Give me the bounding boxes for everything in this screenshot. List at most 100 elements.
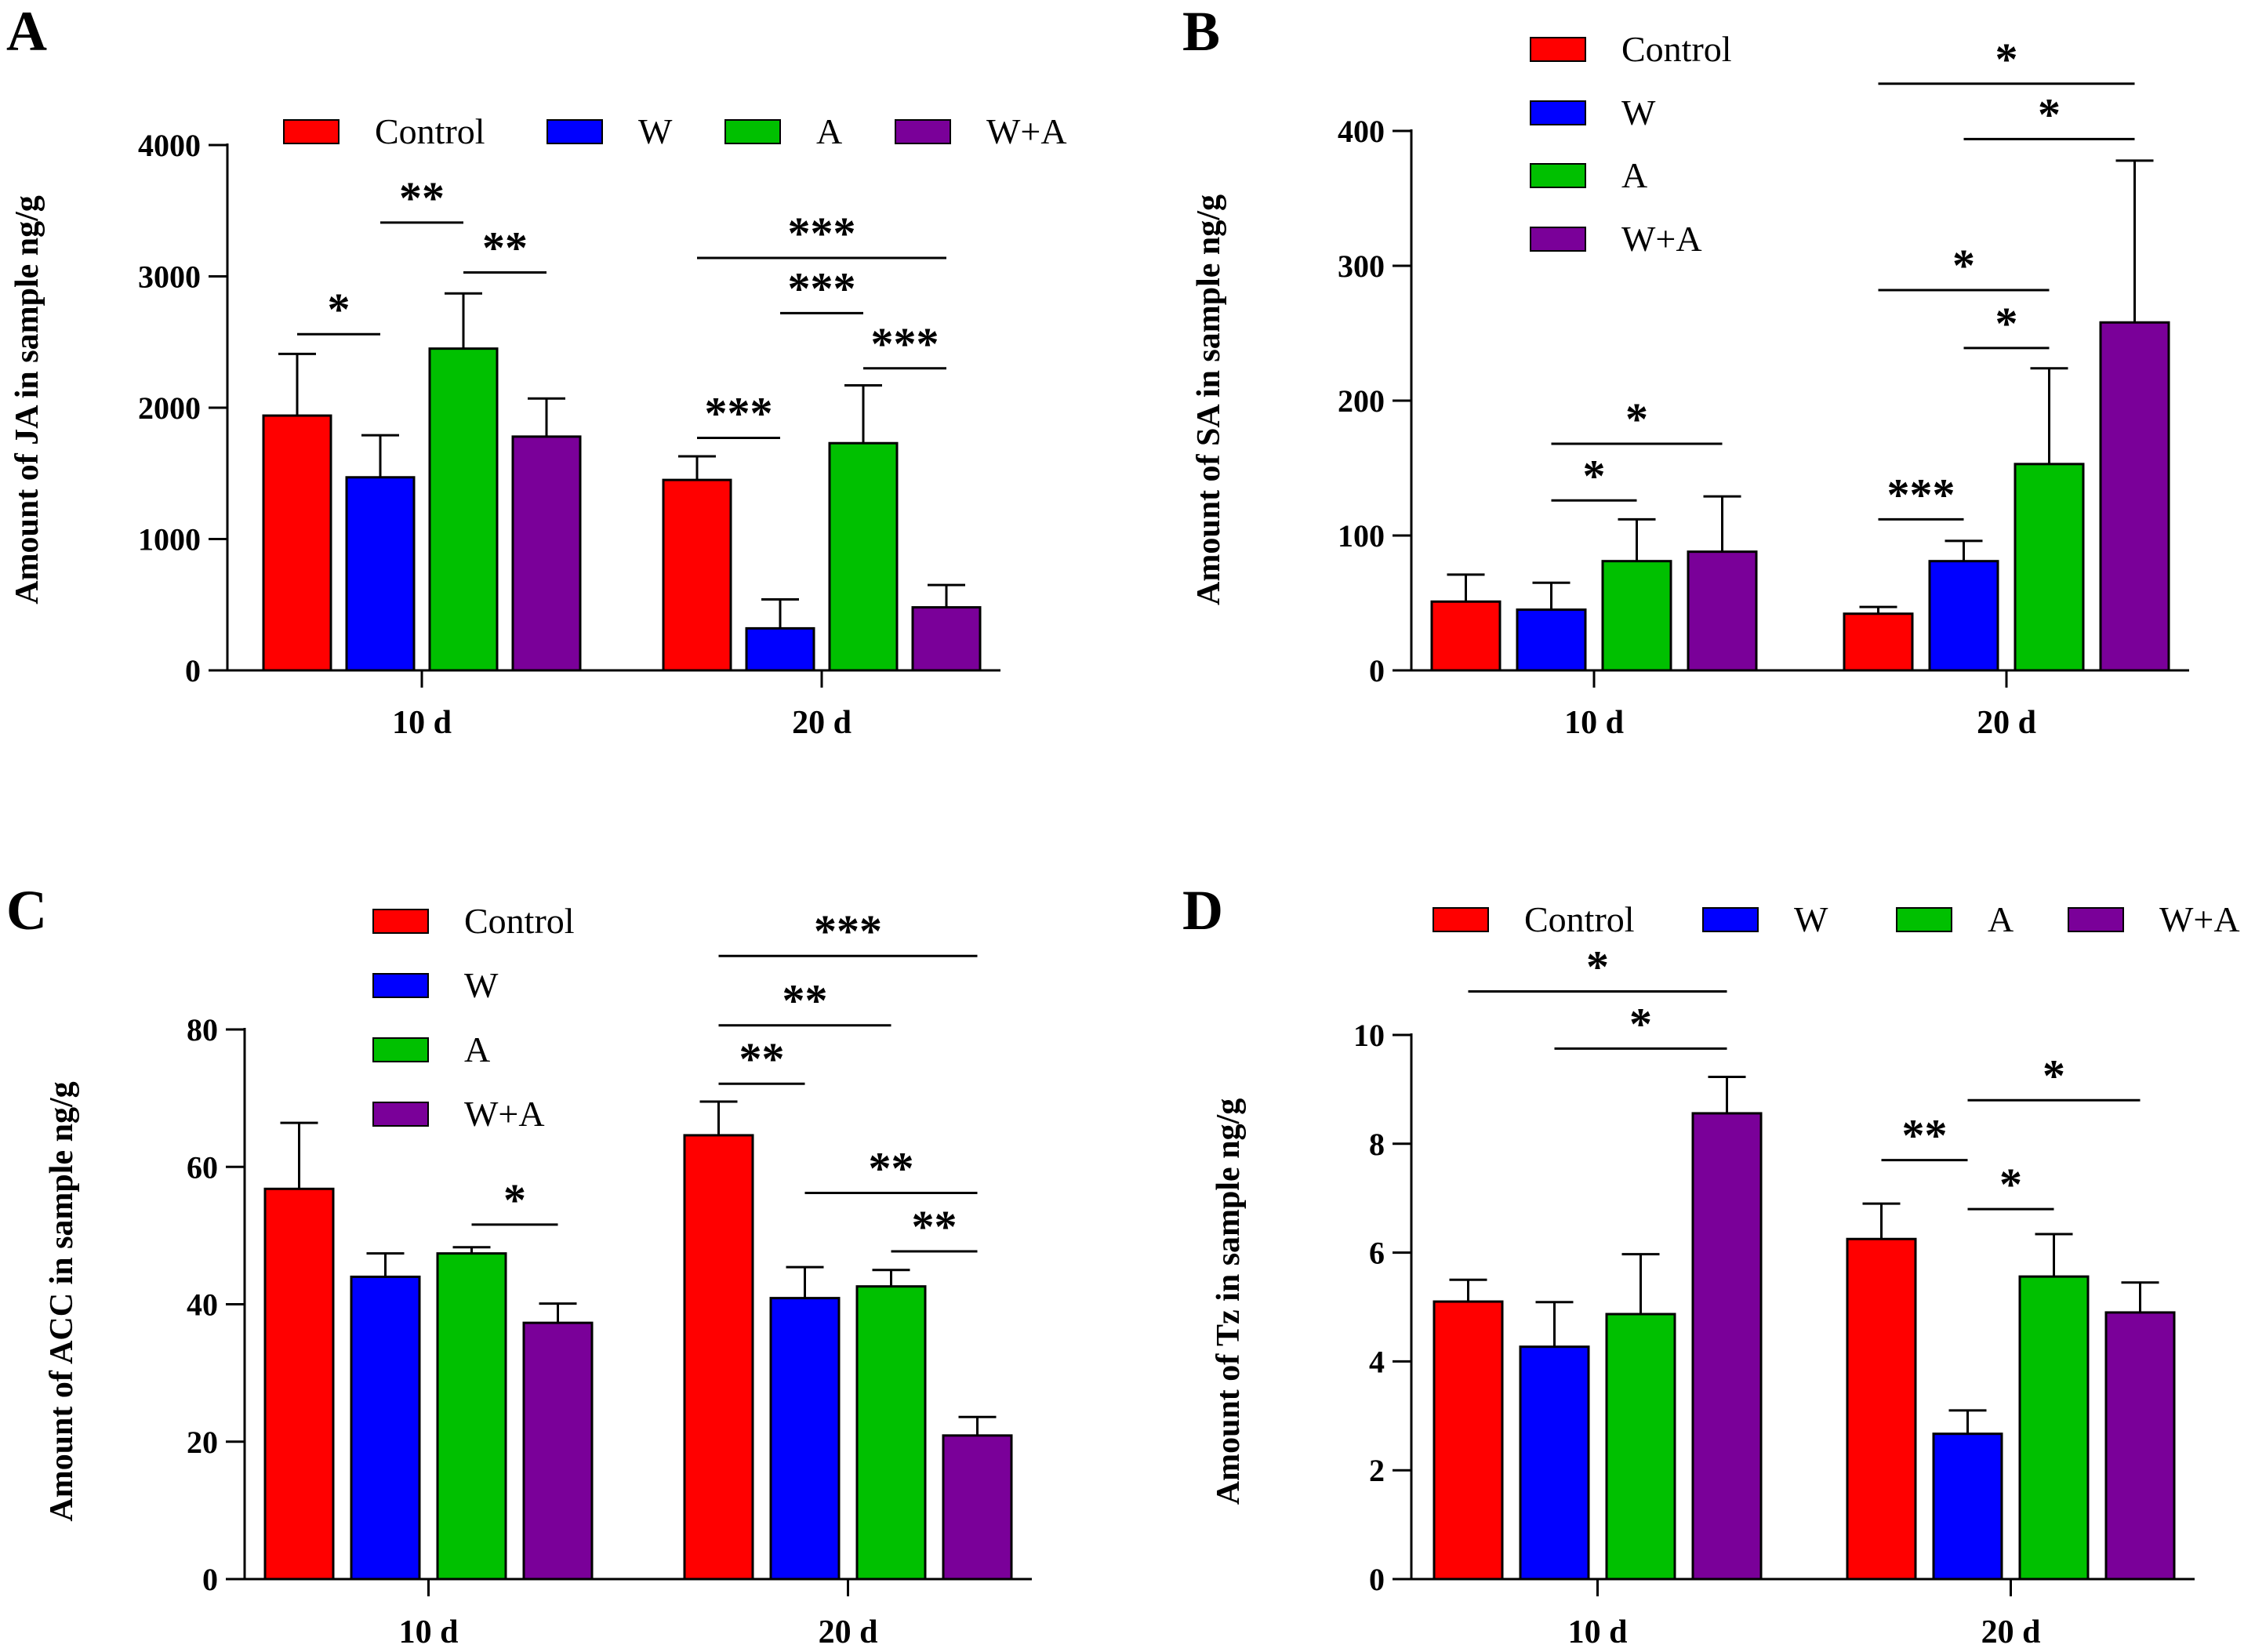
y-tick-label: 20 [187, 1425, 218, 1460]
panel-b: B Amount of SA in sample ng/g 0 100 200 300 40… [1182, 0, 2189, 741]
y-tick-label: 8 [1369, 1127, 1385, 1162]
bar-a-20d [855, 1285, 927, 1581]
legend-label: Control [1621, 29, 1732, 69]
significance-label: ** [1902, 1110, 1948, 1161]
legend-swatch [283, 119, 340, 144]
legend-swatch [1896, 907, 1952, 932]
x-category-label: 10 d [1564, 705, 1624, 741]
bar-w-20d [1932, 1432, 2003, 1581]
bar-a-20d [2014, 463, 2085, 672]
significance-label: *** [788, 263, 856, 314]
y-tick-label: 0 [1369, 653, 1385, 688]
significance-label: * [1625, 394, 1648, 445]
significance-label: * [1583, 450, 1606, 501]
legend: Control W A W+A [1433, 899, 2240, 939]
bar-control-20d [662, 478, 732, 672]
legend-label: Control [1524, 899, 1635, 939]
panel-d: D Amount of Tz in sample ng/g 0 2 4 6 8 10 10 d 2… [1182, 879, 2240, 1650]
legend-swatch [1530, 37, 1586, 62]
significance-label: * [503, 1175, 526, 1225]
significance-label: *** [1887, 469, 1955, 520]
legend-label: W+A [1621, 219, 1702, 259]
bar-w-plus-a-20d [911, 606, 982, 672]
legend-label: Control [464, 901, 575, 941]
bar-control-10d [263, 1187, 335, 1581]
legend-label: W [638, 111, 673, 151]
y-tick-label: 10 [1353, 1018, 1385, 1053]
significance-label: *** [814, 906, 882, 957]
bar-control-20d [1843, 612, 1914, 672]
panel-a: A Amount of JA in sample ng/g 0 1000 2000 300… [6, 0, 1067, 741]
bar-a-20d [2018, 1275, 2090, 1581]
legend-label: W [1794, 899, 1828, 939]
significance-label: * [1586, 941, 1609, 992]
bar-control-20d [1846, 1237, 1917, 1581]
panel-letter: C [6, 879, 47, 942]
legend-label: A [1621, 155, 1647, 195]
bar-w-plus-a-20d [2104, 1311, 2176, 1581]
bar-a-20d [828, 441, 899, 672]
bar-w-plus-a-10d [511, 435, 582, 672]
significance-label: ** [869, 1143, 914, 1194]
legend-swatch [1530, 163, 1586, 188]
legend-label: A [464, 1029, 490, 1069]
legend-swatch [2068, 907, 2124, 932]
x-category-label: 20 d [792, 705, 852, 741]
y-axis-label: Amount of ACC in sample ng/g [44, 1081, 80, 1521]
legend-swatch [724, 119, 781, 144]
x-category-label: 20 d [819, 1614, 878, 1650]
y-tick-label: 0 [185, 653, 201, 688]
bar-control-10d [262, 414, 332, 672]
y-tick-label: 0 [1369, 1562, 1385, 1597]
significance-label: * [328, 284, 350, 335]
y-axis-label: Amount of SA in sample ng/g [1191, 194, 1227, 605]
bar-w-plus-a-20d [942, 1434, 1013, 1581]
y-tick-label: 100 [1338, 518, 1385, 554]
bar-w-plus-a-20d [2099, 321, 2170, 672]
y-tick-label: 40 [187, 1287, 218, 1323]
legend-swatch [1530, 100, 1586, 125]
significance-label: * [1952, 240, 1975, 291]
legend-label: A [1988, 899, 2014, 939]
legend-swatch [372, 973, 429, 998]
bar-w-plus-a-10d [1687, 550, 1758, 672]
significance-label: ** [912, 1201, 957, 1252]
bar-control-10d [1433, 1300, 1504, 1581]
x-category-label: 10 d [1568, 1614, 1628, 1650]
significance-label: ** [783, 975, 828, 1026]
y-tick-label: 3000 [138, 260, 201, 295]
y-tick-label: 60 [187, 1149, 218, 1185]
significance-label: * [1629, 998, 1652, 1049]
bar-w-10d [1516, 608, 1587, 672]
bar-w-20d [769, 1297, 841, 1581]
legend-label: W [1621, 93, 1656, 133]
legend-label: W+A [2159, 899, 2240, 939]
bar-w-20d [745, 626, 815, 672]
significance-label: * [1995, 34, 2018, 85]
y-tick-label: 300 [1338, 249, 1385, 284]
bar-a-10d [1605, 1313, 1676, 1581]
significance-label: *** [788, 208, 856, 259]
y-tick-label: 6 [1369, 1236, 1385, 1271]
legend-swatch [1702, 907, 1759, 932]
bar-w-10d [345, 476, 416, 672]
x-category-label: 10 d [399, 1614, 459, 1650]
y-tick-label: 200 [1338, 383, 1385, 419]
legend-swatch [1433, 907, 1489, 932]
legend-swatch [895, 119, 951, 144]
y-tick-label: 1000 [138, 522, 201, 557]
legend-swatch [372, 909, 429, 934]
y-tick-label: 4000 [138, 128, 201, 163]
panel-c: C Amount of ACC in sample ng/g 0 20 40 60 80 10… [6, 879, 1032, 1650]
bar-w-20d [1928, 560, 1999, 672]
y-axis-label: Amount of Tz in sample ng/g [1211, 1098, 1247, 1505]
significance-label: ** [739, 1033, 785, 1084]
legend-label: W+A [464, 1094, 545, 1134]
y-tick-label: 2000 [138, 390, 201, 426]
legend-label: Control [375, 111, 485, 151]
bar-control-20d [683, 1134, 754, 1581]
x-category-label: 20 d [1981, 1614, 2041, 1650]
